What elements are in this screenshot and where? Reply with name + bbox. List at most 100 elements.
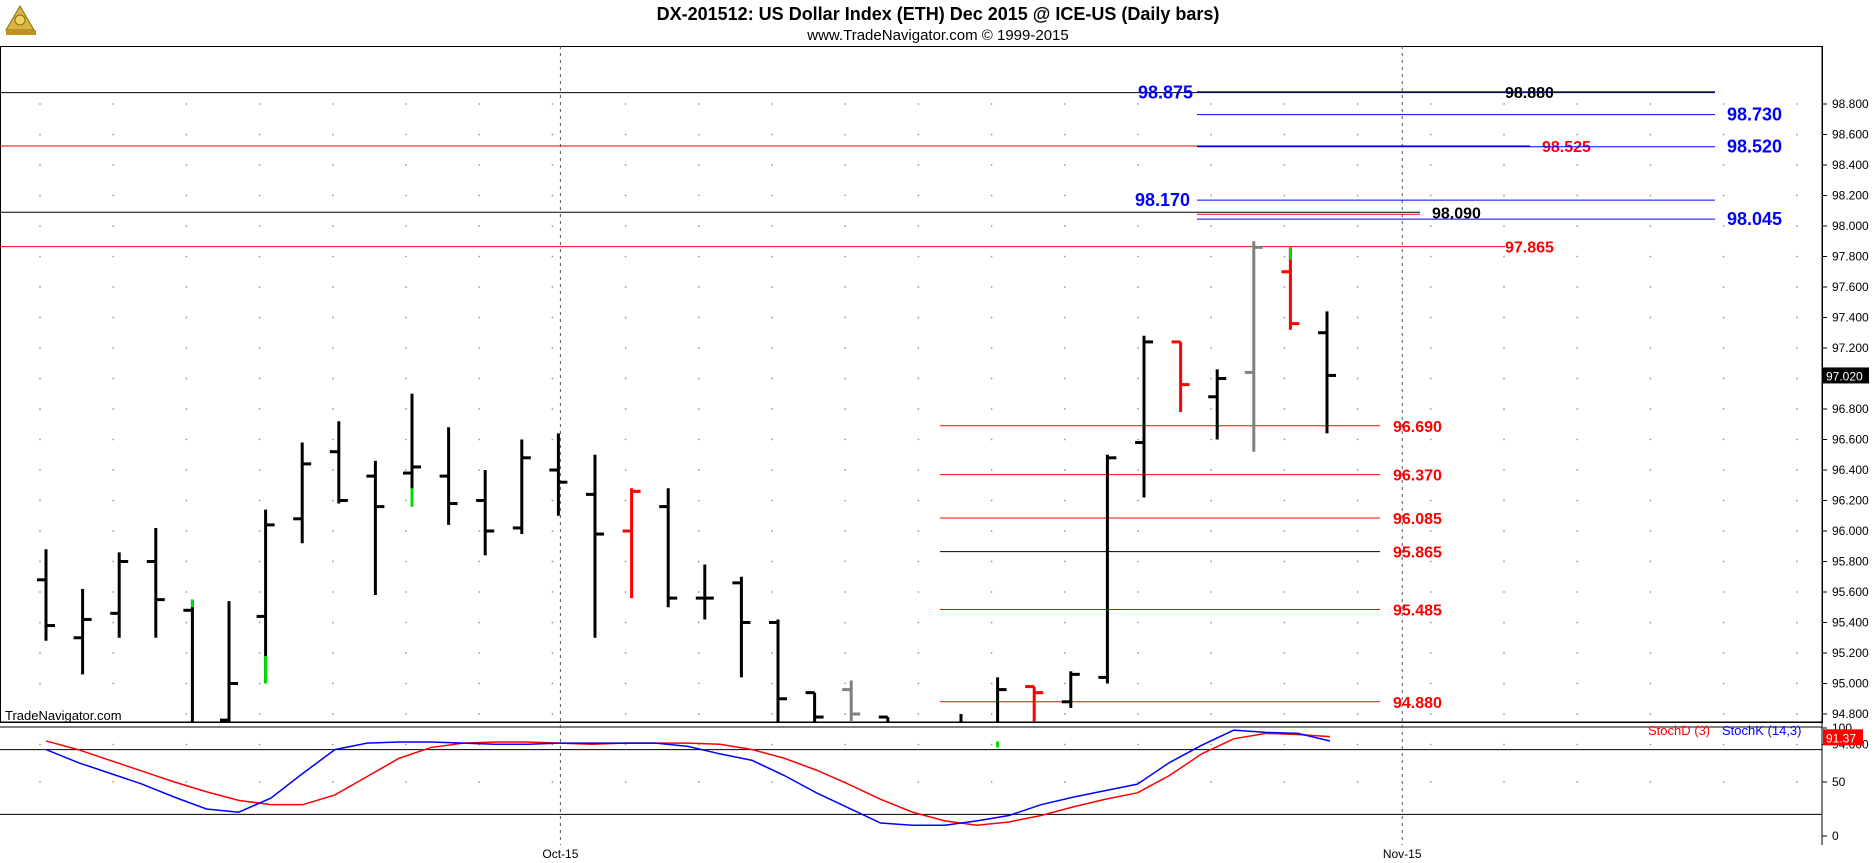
grid-dot xyxy=(1137,781,1139,783)
grid-dot xyxy=(1356,347,1359,349)
grid-dot xyxy=(1429,408,1432,410)
grid-dot xyxy=(1722,781,1725,783)
grid-dot xyxy=(1063,316,1066,319)
grid-dot xyxy=(1503,652,1505,654)
grid-dot xyxy=(258,286,261,288)
grid-dot xyxy=(1429,560,1432,563)
grid-dot xyxy=(112,438,115,441)
grid-dot xyxy=(917,408,920,410)
grid-dot xyxy=(405,591,407,593)
grid-dot xyxy=(917,560,920,563)
grid-dot xyxy=(331,713,334,715)
grid-dot xyxy=(1429,438,1432,441)
grid-dot xyxy=(697,347,700,349)
grid-dot xyxy=(771,408,773,410)
grid-dot xyxy=(551,682,554,685)
grid-dot xyxy=(331,347,334,349)
grid-dot xyxy=(624,743,627,746)
ohlc-bar xyxy=(146,527,165,638)
grid-dot xyxy=(697,499,700,502)
grid-dot xyxy=(405,682,407,685)
grid-dot xyxy=(1283,408,1286,410)
grid-dot xyxy=(1429,781,1432,783)
grid-dot xyxy=(112,347,115,349)
grid-dot xyxy=(1137,530,1139,532)
grid-dot xyxy=(1795,255,1798,258)
grid-dot xyxy=(917,682,920,685)
y-tick-label: 98.200 xyxy=(1832,189,1869,203)
grid-dot xyxy=(39,682,41,685)
grid-dot xyxy=(1722,743,1725,746)
grid-dot xyxy=(112,499,115,502)
grid-dot xyxy=(1576,591,1579,593)
grid-dot xyxy=(917,713,920,715)
grid-dot xyxy=(1503,377,1505,380)
grid-dot xyxy=(1649,316,1652,319)
grid-dot xyxy=(1503,743,1505,746)
ohlc-bar xyxy=(220,601,238,722)
grid-dot xyxy=(1356,133,1359,136)
grid-dot xyxy=(39,743,41,746)
grid-dot xyxy=(1649,408,1652,410)
grid-dot xyxy=(1283,194,1286,197)
grid-dot xyxy=(1576,560,1579,563)
grid-dot xyxy=(1429,255,1432,258)
grid-dot xyxy=(1576,164,1579,166)
grid-dot xyxy=(405,225,407,227)
grid-dot xyxy=(1722,530,1725,532)
grid-dot xyxy=(697,781,700,783)
ohlc-bar xyxy=(586,454,604,638)
grid-dot xyxy=(1063,255,1066,258)
grid-dot xyxy=(1576,682,1579,685)
grid-dot xyxy=(1137,682,1139,685)
grid-dot xyxy=(112,621,115,624)
grid-dot xyxy=(185,103,188,105)
grid-dot xyxy=(990,560,993,563)
grid-dot xyxy=(478,225,481,227)
grid-dot xyxy=(39,194,41,197)
grid-dot xyxy=(1649,286,1652,288)
grid-dot xyxy=(990,133,993,136)
grid-dot xyxy=(697,682,700,685)
grid-dot xyxy=(1722,286,1725,288)
ohlc-bar xyxy=(1061,671,1080,708)
grid-dot xyxy=(331,530,334,532)
grid-dot xyxy=(697,652,700,654)
grid-dot xyxy=(1576,499,1579,502)
grid-dot xyxy=(844,103,847,105)
grid-dot xyxy=(1137,377,1139,380)
grid-dot xyxy=(405,743,407,746)
grid-dot xyxy=(1283,530,1286,532)
ohlc-bar xyxy=(256,509,275,684)
grid-dot xyxy=(1137,316,1139,319)
grid-dot xyxy=(1356,652,1359,654)
grid-dot xyxy=(1795,652,1798,654)
grid-dot xyxy=(1063,743,1066,746)
grid-dot xyxy=(185,377,188,380)
grid-dot xyxy=(1722,255,1725,258)
grid-dot xyxy=(1795,530,1798,532)
grid-dot xyxy=(1722,316,1725,319)
grid-dot xyxy=(478,781,481,783)
grid-dot xyxy=(185,530,188,532)
grid-dot xyxy=(1356,560,1359,563)
stoch-last-label: 91.37 xyxy=(1826,731,1856,745)
grid-dot xyxy=(112,133,115,136)
grid-dot xyxy=(1210,591,1213,593)
grid-dot xyxy=(258,682,261,685)
grid-dot xyxy=(1283,591,1286,593)
grid-dot xyxy=(112,194,115,197)
grid-dot xyxy=(917,194,920,197)
grid-dot xyxy=(331,377,334,380)
grid-dot xyxy=(1210,316,1213,319)
grid-dot xyxy=(405,103,407,105)
grid-dot xyxy=(624,255,627,258)
grid-dot xyxy=(331,743,334,746)
grid-dot xyxy=(112,469,115,471)
grid-dot xyxy=(1429,530,1432,532)
grid-dot xyxy=(185,621,188,624)
grid-dot xyxy=(1649,682,1652,685)
level-label: 95.865 xyxy=(1393,545,1442,562)
grid-dot xyxy=(1503,591,1505,593)
grid-dot xyxy=(1795,591,1798,593)
